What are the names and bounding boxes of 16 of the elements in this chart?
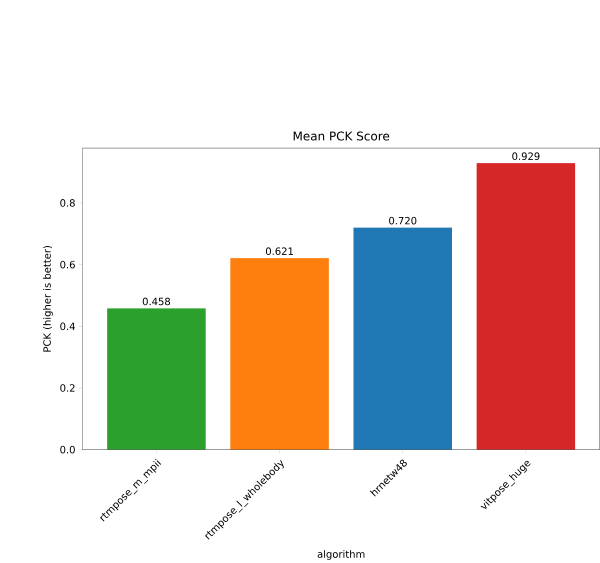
- y-tick-label: 0.0: [60, 446, 75, 454]
- y-tick-label: 0.8: [60, 199, 75, 207]
- bar: [353, 228, 452, 450]
- y-tick-label: 0.6: [60, 260, 75, 268]
- bar: [107, 308, 206, 450]
- y-tick-label: 0.4: [60, 322, 75, 330]
- data-label: 0.929: [512, 152, 540, 160]
- data-label: 0.458: [142, 298, 170, 306]
- bar: [230, 258, 329, 450]
- data-label: 0.621: [266, 247, 293, 255]
- chart-title: Mean PCK Score: [294, 131, 390, 140]
- data-label: 0.720: [389, 216, 416, 224]
- y-tick-label: 0.2: [60, 384, 74, 392]
- y-axis-title: PCK (higher is better): [43, 246, 53, 352]
- x-axis-title: algorithm: [318, 550, 364, 560]
- bar: [476, 163, 576, 450]
